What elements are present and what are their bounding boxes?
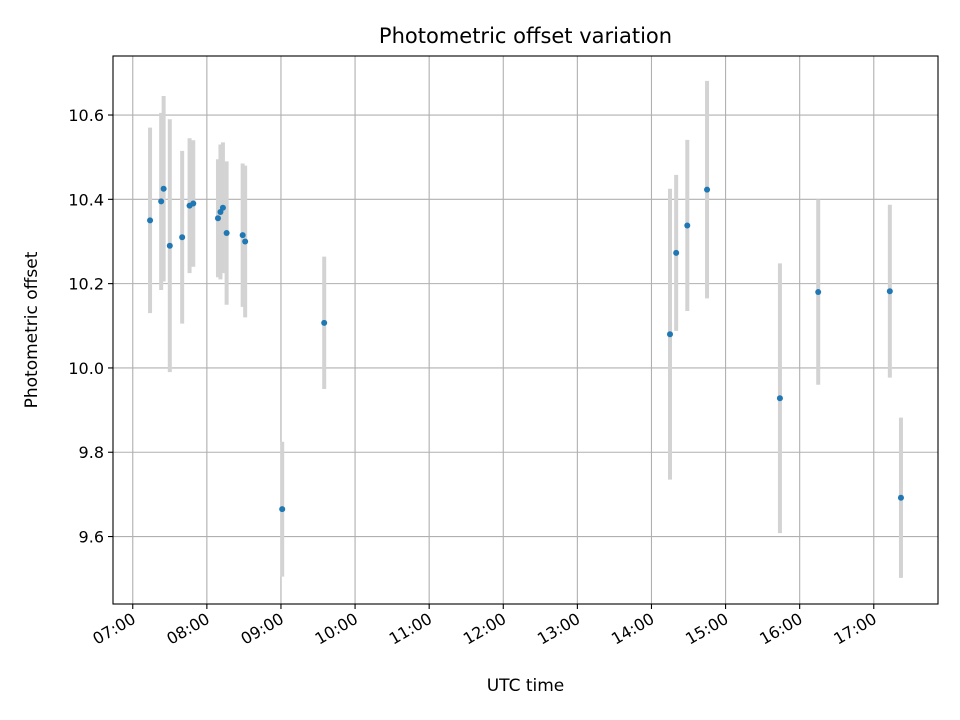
data-point-16	[673, 249, 680, 256]
x-tick-label-9: 16:00	[756, 609, 805, 649]
data-point-12	[242, 238, 249, 245]
data-point-10	[223, 230, 230, 237]
data-point-9	[219, 204, 226, 211]
data-point-21	[886, 288, 893, 295]
y-tick-label-3: 10.2	[68, 275, 104, 294]
x-tick-label-1: 08:00	[163, 609, 212, 649]
data-points	[147, 185, 904, 513]
x-tick-label-7: 14:00	[608, 609, 657, 649]
data-point-3	[166, 242, 173, 249]
data-point-4	[179, 234, 186, 241]
error-bars	[148, 80, 903, 578]
grid-lines	[113, 56, 938, 604]
data-point-18	[704, 186, 711, 193]
y-tick-label-1: 9.8	[79, 443, 104, 462]
data-point-13	[279, 506, 286, 513]
data-point-15	[666, 331, 673, 338]
data-point-7	[214, 215, 221, 222]
y-axis-title: Photometric offset	[22, 251, 42, 408]
data-point-14	[321, 319, 328, 326]
x-tick-label-0: 07:00	[89, 609, 138, 649]
data-point-11	[239, 232, 246, 239]
data-point-0	[147, 217, 154, 224]
y-tick-label-5: 10.6	[68, 106, 104, 125]
data-point-20	[815, 289, 822, 296]
x-tick-label-4: 11:00	[386, 609, 435, 649]
data-point-22	[897, 494, 904, 501]
data-point-2	[160, 185, 167, 192]
data-point-17	[684, 222, 691, 229]
x-tick-label-2: 09:00	[238, 609, 287, 649]
y-tick-label-0: 9.6	[79, 528, 104, 547]
data-point-6	[190, 200, 197, 207]
x-tick-label-5: 12:00	[460, 609, 509, 649]
chart-title: Photometric offset variation	[379, 24, 672, 48]
data-point-19	[776, 395, 783, 402]
x-axis-ticks: 07:00 08:00 09:00 10:00 11:00 12:00 13:00 14:00…	[89, 604, 880, 649]
data-point-1	[158, 198, 165, 205]
y-axis-ticks: 9.6 9.8 10.0 10.2 10.4 10.6	[68, 106, 113, 547]
x-tick-label-10: 17:00	[830, 609, 879, 649]
x-axis-title: UTC time	[487, 676, 565, 696]
y-tick-label-4: 10.4	[68, 190, 104, 209]
y-tick-label-2: 10.0	[68, 359, 104, 378]
x-tick-label-8: 15:00	[682, 609, 731, 649]
x-tick-label-3: 10:00	[312, 609, 361, 649]
x-tick-label-6: 13:00	[534, 609, 583, 649]
plot-frame	[112, 55, 939, 605]
